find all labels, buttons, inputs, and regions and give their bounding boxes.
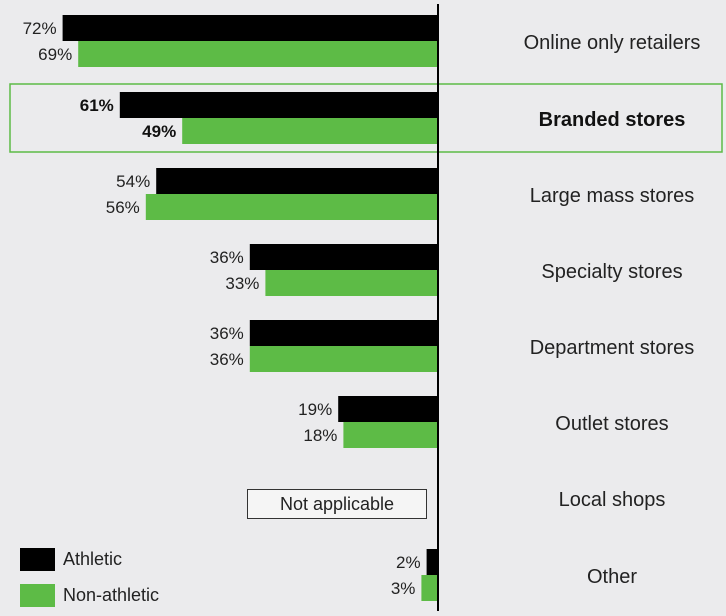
- data-label-non-athletic-7: 3%: [391, 579, 416, 598]
- legend: Athletic Non-athletic: [20, 544, 159, 616]
- legend-label-athletic: Athletic: [63, 548, 123, 569]
- legend-swatch-athletic: [20, 547, 55, 571]
- bar-non-athletic-2: [145, 194, 438, 220]
- data-label-non-athletic-0: 69%: [38, 45, 72, 64]
- bar-athletic-2: [156, 168, 437, 194]
- highlight-box: [9, 83, 723, 153]
- legend-item-athletic: Athletic: [20, 544, 159, 574]
- category-label-1: Branded stores: [539, 109, 686, 131]
- data-label-athletic-7: 2%: [396, 553, 421, 572]
- data-label-athletic-1: 61%: [80, 96, 114, 115]
- bar-athletic-3: [249, 244, 437, 270]
- category-label-5: Outlet stores: [555, 413, 668, 435]
- not-applicable-box: Not applicable: [247, 489, 427, 519]
- bar-non-athletic-5: [343, 422, 437, 448]
- data-label-non-athletic-2: 56%: [106, 198, 140, 217]
- bar-non-athletic-3: [265, 270, 437, 296]
- legend-label-non-athletic: Non-athletic: [63, 584, 160, 605]
- category-label-2: Large mass stores: [530, 185, 695, 207]
- bar-non-athletic-7: [421, 575, 437, 601]
- data-label-athletic-5: 19%: [298, 400, 332, 419]
- data-label-non-athletic-3: 33%: [225, 274, 259, 293]
- bar-non-athletic-0: [78, 41, 437, 67]
- category-label-0: Online only retailers: [524, 32, 701, 54]
- bar-non-athletic-1: [182, 118, 437, 144]
- data-label-athletic-2: 54%: [116, 172, 150, 191]
- category-label-4: Department stores: [530, 337, 695, 359]
- data-label-non-athletic-4: 36%: [210, 350, 244, 369]
- data-label-athletic-4: 36%: [210, 324, 244, 343]
- data-label-athletic-0: 72%: [23, 19, 57, 38]
- bar-athletic-5: [338, 396, 437, 422]
- data-label-non-athletic-1: 49%: [142, 122, 176, 141]
- legend-swatch-non-athletic: [20, 583, 55, 607]
- bar-athletic-7: [426, 549, 437, 575]
- bar-athletic-4: [249, 320, 437, 346]
- bar-athletic-0: [62, 15, 437, 41]
- category-label-6: Local shops: [559, 489, 666, 511]
- category-label-7: Other: [587, 566, 637, 588]
- category-label-3: Specialty stores: [541, 261, 682, 283]
- bar-non-athletic-4: [249, 346, 437, 372]
- bar-athletic-1: [119, 92, 438, 118]
- data-label-non-athletic-5: 18%: [303, 426, 337, 445]
- legend-item-non-athletic: Non-athletic: [20, 580, 159, 610]
- data-label-athletic-3: 36%: [210, 248, 244, 267]
